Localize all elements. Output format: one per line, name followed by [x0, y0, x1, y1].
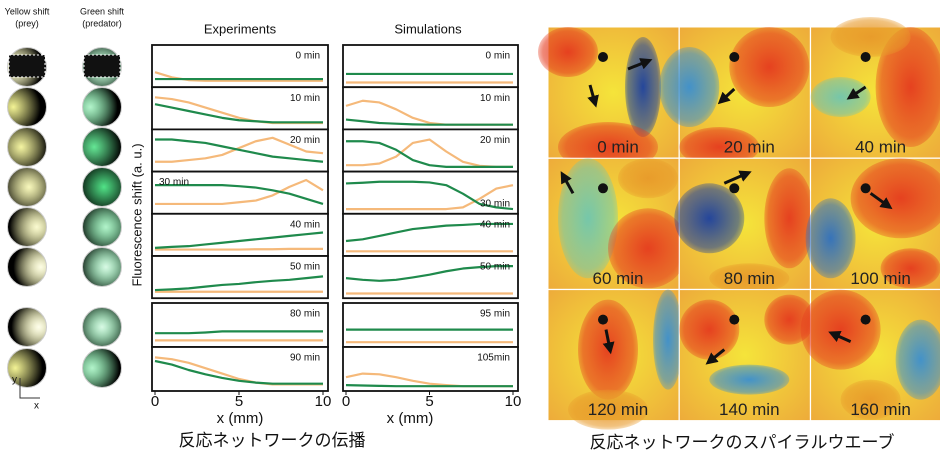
green-curve: [346, 385, 513, 386]
center-dot: [729, 315, 739, 325]
time-label: 10 min: [290, 93, 320, 104]
micrographs: [8, 48, 122, 388]
time-label: 105min: [477, 353, 510, 364]
frame-label: 160 min: [850, 400, 910, 419]
wave-region: [558, 158, 618, 278]
wave-region: [679, 300, 739, 360]
center-dot: [598, 52, 608, 62]
well: [84, 55, 120, 77]
frame-label: 120 min: [588, 400, 648, 419]
time-label: 0 min: [486, 51, 510, 62]
well: [83, 248, 122, 287]
well: [83, 349, 122, 388]
x-label: x (mm): [387, 410, 434, 427]
time-label: 50 min: [290, 262, 320, 273]
well: [8, 128, 47, 167]
green-label: Green shift: [80, 6, 125, 16]
well: [83, 168, 122, 207]
time-label: 20 min: [480, 135, 510, 146]
center-dot: [861, 52, 871, 62]
time-label: 80 min: [290, 309, 320, 320]
time-label: 10 min: [480, 93, 510, 104]
wave-region: [578, 300, 638, 400]
axis-y: y: [12, 375, 17, 386]
x-tick-label: 0: [342, 393, 350, 410]
wave-region: [801, 290, 881, 370]
time-label: 30 min: [159, 177, 189, 188]
figure: Yellow shift (prey) Green shift (predato…: [0, 0, 940, 455]
wave-region: [811, 77, 871, 117]
x-tick-label: 10: [315, 393, 332, 410]
well: [83, 88, 122, 127]
wave-region: [709, 365, 789, 395]
axis-x: x: [34, 401, 39, 412]
x-label: x (mm): [217, 410, 264, 427]
green-sub: (predator): [82, 18, 122, 28]
yellow-sub: (prey): [15, 18, 39, 28]
well: [83, 128, 122, 167]
caption: 反応ネットワークの伝播: [179, 431, 366, 451]
center-dot: [861, 183, 871, 193]
sim-title: Simulations: [394, 21, 462, 36]
frame-label: 100 min: [850, 269, 910, 288]
time-label: 0 min: [296, 51, 320, 62]
x-tick-label: 5: [425, 393, 433, 410]
center-dot: [598, 315, 608, 325]
frame-label: 0 min: [597, 137, 639, 156]
wave-region: [618, 158, 678, 198]
caption: 反応ネットワークのスパイラルウエーブ: [590, 432, 895, 453]
well: [8, 248, 47, 287]
wave-grid: 0 min 20 min 40 min 60 min 80 min 100 min 120 …: [538, 17, 940, 430]
time-label: 40 min: [480, 219, 510, 230]
time-label: 20 min: [290, 135, 320, 146]
well: [8, 208, 47, 247]
frame-label: 60 min: [592, 269, 643, 288]
time-label: 30 min: [480, 198, 510, 209]
x-tick-label: 0: [151, 393, 159, 410]
well: [8, 168, 47, 207]
time-label: 40 min: [290, 219, 320, 230]
well: [8, 308, 47, 347]
orange-curve: [155, 249, 323, 250]
frame-label: 40 min: [855, 137, 906, 156]
frame-label: 20 min: [724, 137, 775, 156]
x-tick-label: 5: [235, 393, 243, 410]
well: [9, 55, 45, 77]
y-label: Fluorescence shift (a. u.): [129, 143, 144, 286]
yellow-label: Yellow shift: [5, 6, 50, 16]
wave-region: [729, 27, 809, 107]
frame-label: 80 min: [724, 269, 775, 288]
time-label: 90 min: [290, 353, 320, 364]
wave-region: [806, 198, 856, 278]
well: [83, 308, 122, 347]
time-label: 95 min: [480, 309, 510, 320]
well: [8, 88, 47, 127]
wave-region: [653, 290, 683, 390]
center-dot: [598, 183, 608, 193]
wave-region: [674, 183, 744, 253]
center-dot: [729, 52, 739, 62]
wave-region: [538, 27, 598, 77]
x-tick-label: 10: [505, 393, 522, 410]
wave-region: [659, 47, 719, 127]
wave-region: [831, 17, 911, 57]
exp-title: Experiments: [204, 21, 277, 36]
time-label: 50 min: [480, 262, 510, 273]
wave-region: [764, 168, 814, 268]
center-dot: [861, 315, 871, 325]
well: [83, 208, 122, 247]
center-dot: [729, 183, 739, 193]
wave-region: [625, 37, 661, 137]
frame-label: 140 min: [719, 400, 779, 419]
